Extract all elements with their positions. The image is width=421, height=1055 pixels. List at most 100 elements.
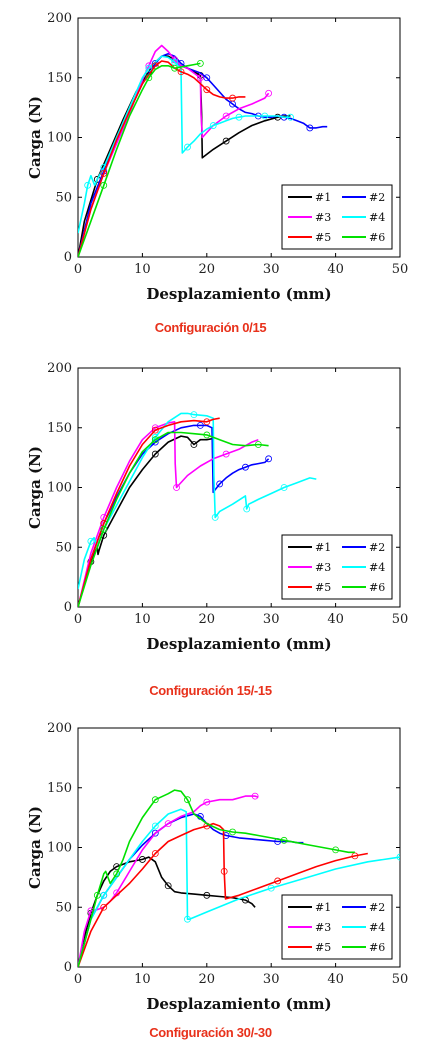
series-line-5: [78, 417, 220, 607]
chart-3-caption: Configuración 30/-30: [149, 1025, 272, 1040]
series-marker: [196, 74, 204, 82]
series-marker: [164, 820, 172, 827]
series-marker: [151, 850, 159, 857]
legend-label-5: #5: [315, 941, 331, 954]
x-tick-label: 30: [263, 972, 280, 987]
legend-label-3: #3: [315, 561, 331, 574]
y-tick-label: 200: [47, 361, 72, 376]
series-marker: [184, 915, 191, 923]
series-marker: [280, 836, 288, 844]
legend-label-5: #5: [315, 581, 331, 594]
y-axis-label: Carga (N): [26, 806, 44, 889]
y-tick-label: 100: [47, 481, 72, 496]
series-line-4: [78, 808, 400, 967]
series-marker: [93, 891, 101, 899]
series-marker: [396, 853, 400, 861]
series-marker: [203, 74, 211, 82]
series-line-5: [78, 822, 368, 967]
y-tick-label: 50: [55, 540, 72, 555]
series-marker: [196, 421, 204, 429]
series-marker: [145, 74, 153, 82]
x-tick-label: 30: [263, 262, 280, 277]
series-marker: [351, 852, 359, 860]
series-marker: [173, 484, 180, 491]
x-axis-label: Desplazamiento (mm): [146, 995, 331, 1013]
series-marker: [145, 64, 153, 72]
series-marker: [190, 411, 198, 419]
series-line-3: [78, 795, 259, 967]
y-tick-label: 50: [55, 900, 72, 915]
legend-label-4: #4: [369, 561, 385, 574]
x-axis-label: Desplazamiento (mm): [146, 635, 331, 653]
legend-label-1: #1: [315, 901, 331, 914]
series-marker: [251, 792, 259, 800]
y-tick-label: 0: [64, 250, 72, 265]
series-marker: [151, 796, 159, 804]
series-marker: [235, 113, 243, 121]
x-tick-label: 20: [199, 612, 216, 627]
series-marker: [151, 426, 159, 434]
x-tick-label: 10: [134, 612, 151, 627]
x-tick-label: 50: [392, 972, 409, 987]
series-marker: [151, 450, 159, 458]
y-axis-label: Carga (N): [26, 96, 44, 179]
y-tick-label: 200: [47, 721, 72, 736]
legend-label-2: #2: [369, 901, 385, 914]
series-marker: [138, 856, 146, 863]
x-tick-label: 30: [263, 612, 280, 627]
series-marker: [211, 513, 219, 521]
chart-panel-3: 0 10 20 30 40 50 0 50 100 150 200 Desplazamiento (m…: [0, 710, 421, 1020]
series-marker: [100, 891, 108, 899]
series-marker: [100, 525, 108, 533]
legend-label-1: #1: [315, 541, 331, 554]
x-tick-label: 0: [74, 612, 82, 627]
series-marker: [254, 441, 262, 448]
series-marker: [100, 903, 108, 911]
series-marker: [203, 891, 211, 899]
y-tick-label: 150: [47, 781, 72, 796]
series-marker: [177, 68, 185, 76]
series-marker: [203, 418, 211, 426]
series-marker: [100, 169, 108, 177]
x-tick-label: 40: [327, 262, 344, 277]
chart-2-svg: 0 10 20 30 40 50 0 50 100 150 200 Desplazamiento (m…: [26, 361, 409, 653]
series-marker: [84, 181, 92, 189]
x-tick-label: 40: [327, 972, 344, 987]
series-marker: [100, 181, 108, 189]
series-marker: [216, 480, 224, 488]
x-tick-label: 10: [134, 262, 151, 277]
series-marker: [306, 124, 314, 132]
x-tick-label: 10: [134, 972, 151, 987]
series-line-3: [78, 421, 259, 607]
legend-label-6: #6: [369, 941, 385, 954]
series-marker: [280, 484, 288, 491]
y-tick-label: 0: [64, 960, 72, 975]
series-marker: [184, 143, 191, 151]
series-marker: [287, 113, 294, 121]
series-marker: [151, 822, 159, 830]
x-tick-label: 40: [327, 612, 344, 627]
series-marker: [203, 86, 211, 94]
series-marker: [267, 884, 275, 892]
legend-label-3: #3: [315, 921, 331, 934]
y-tick-label: 50: [55, 190, 72, 205]
legend-label-4: #4: [369, 921, 385, 934]
x-tick-label: 50: [392, 612, 409, 627]
series-marker: [229, 94, 236, 102]
y-tick-label: 100: [47, 131, 72, 146]
series-marker: [261, 112, 269, 120]
legend-label-3: #3: [315, 211, 331, 224]
series-marker: [332, 846, 340, 854]
series-marker: [222, 112, 230, 120]
series-line-3: [78, 44, 270, 257]
y-tick-label: 0: [64, 600, 72, 615]
x-tick-label: 20: [199, 262, 216, 277]
series-marker: [203, 798, 211, 806]
series-marker: [113, 870, 121, 878]
y-tick-label: 100: [47, 841, 72, 856]
chart-3-svg: 0 10 20 30 40 50 0 50 100 150 200 Desplazamiento (m…: [26, 721, 409, 1013]
series-marker: [229, 828, 236, 836]
series-marker: [164, 882, 172, 890]
chart-2-caption: Configuración 15/-15: [149, 683, 272, 698]
series-marker: [209, 122, 217, 129]
